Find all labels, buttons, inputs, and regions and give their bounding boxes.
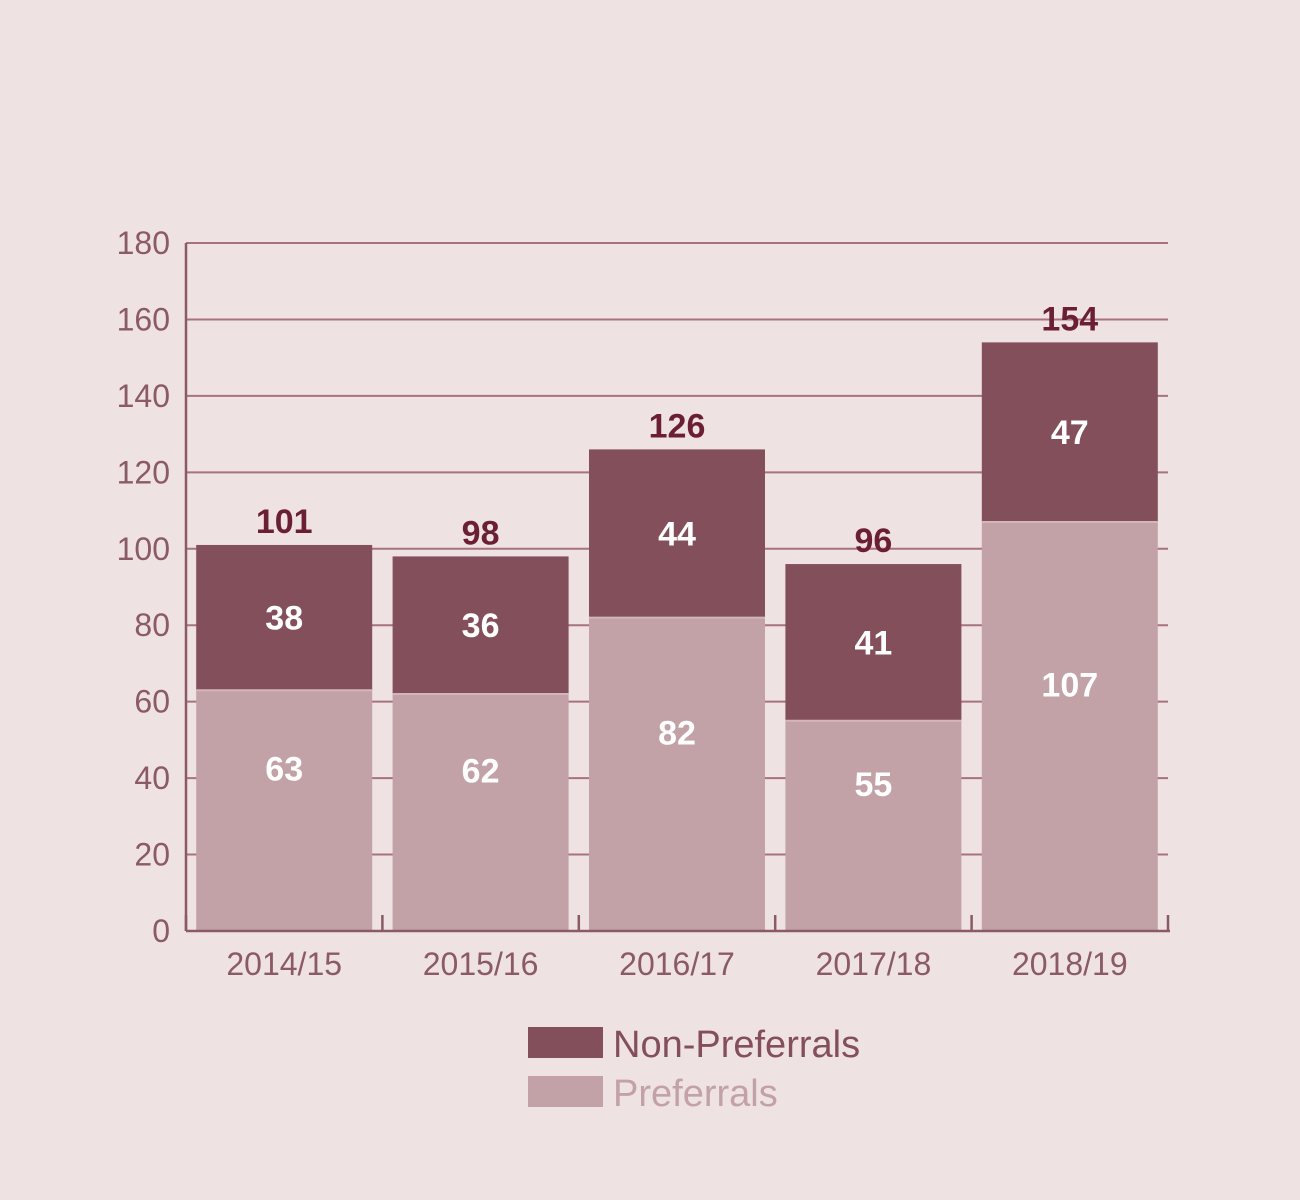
total-label: 96 bbox=[854, 522, 892, 560]
data-label-preferrals: 63 bbox=[265, 751, 303, 789]
bar-non-preferrals bbox=[589, 449, 765, 618]
y-tick-label: 120 bbox=[117, 454, 170, 490]
bar-non-preferrals bbox=[196, 544, 373, 691]
bar-non-preferrals bbox=[392, 556, 569, 695]
x-tick-label: 2015/16 bbox=[423, 946, 539, 982]
data-label-preferrals: 107 bbox=[1041, 667, 1098, 705]
y-tick-label: 60 bbox=[134, 684, 170, 720]
data-label-preferrals: 82 bbox=[658, 714, 696, 752]
y-tick-label: 20 bbox=[134, 837, 170, 873]
legend-label: Preferrals bbox=[613, 1073, 778, 1115]
bars: 63 38 101 62 36 98 82 44 126 55 41 96 107 47 154 bbox=[196, 300, 1158, 931]
bar-preferrals bbox=[392, 694, 569, 931]
legend-swatch bbox=[528, 1027, 603, 1058]
axes bbox=[184, 243, 1170, 933]
y-tick-label: 80 bbox=[134, 607, 170, 643]
x-tick-label: 2017/18 bbox=[816, 946, 932, 982]
x-tick-label: 2018/19 bbox=[1012, 946, 1128, 982]
legend-swatch bbox=[528, 1076, 603, 1107]
y-tick-label: 40 bbox=[134, 760, 170, 796]
y-tick-label: 100 bbox=[117, 531, 170, 567]
total-label: 101 bbox=[256, 503, 313, 541]
data-label-non-preferrals: 36 bbox=[462, 607, 500, 645]
y-tick-label: 160 bbox=[117, 301, 170, 337]
y-tick-label: 180 bbox=[117, 225, 170, 261]
bar-non-preferrals bbox=[785, 564, 962, 721]
data-label-non-preferrals: 38 bbox=[265, 600, 303, 638]
x-tick-label: 2016/17 bbox=[619, 946, 735, 982]
data-label-non-preferrals: 41 bbox=[854, 624, 892, 662]
y-axis-ticks: 0 20 40 60 80 100 120 140 160 180 bbox=[117, 225, 170, 949]
total-label: 126 bbox=[649, 407, 706, 445]
total-label: 154 bbox=[1041, 300, 1098, 338]
bar-preferrals bbox=[785, 720, 962, 931]
bar-non-preferrals bbox=[981, 342, 1158, 523]
y-tick-label: 0 bbox=[152, 913, 170, 949]
bar-preferrals bbox=[196, 690, 373, 931]
y-tick-label: 140 bbox=[117, 378, 170, 414]
x-tick-label: 2014/15 bbox=[226, 946, 342, 982]
legend: Non-Preferrals Preferrals bbox=[528, 1024, 860, 1115]
legend-label: Non-Preferrals bbox=[613, 1024, 860, 1066]
data-label-non-preferrals: 47 bbox=[1051, 414, 1089, 452]
data-label-preferrals: 62 bbox=[462, 753, 500, 791]
data-label-preferrals: 55 bbox=[854, 766, 892, 804]
total-label: 98 bbox=[462, 514, 500, 552]
x-axis-ticks: 2014/15 2015/16 2016/17 2017/18 2018/19 bbox=[226, 946, 1127, 982]
bar-preferrals bbox=[981, 522, 1158, 931]
bar-preferrals bbox=[589, 617, 765, 931]
data-label-non-preferrals: 44 bbox=[658, 515, 696, 553]
